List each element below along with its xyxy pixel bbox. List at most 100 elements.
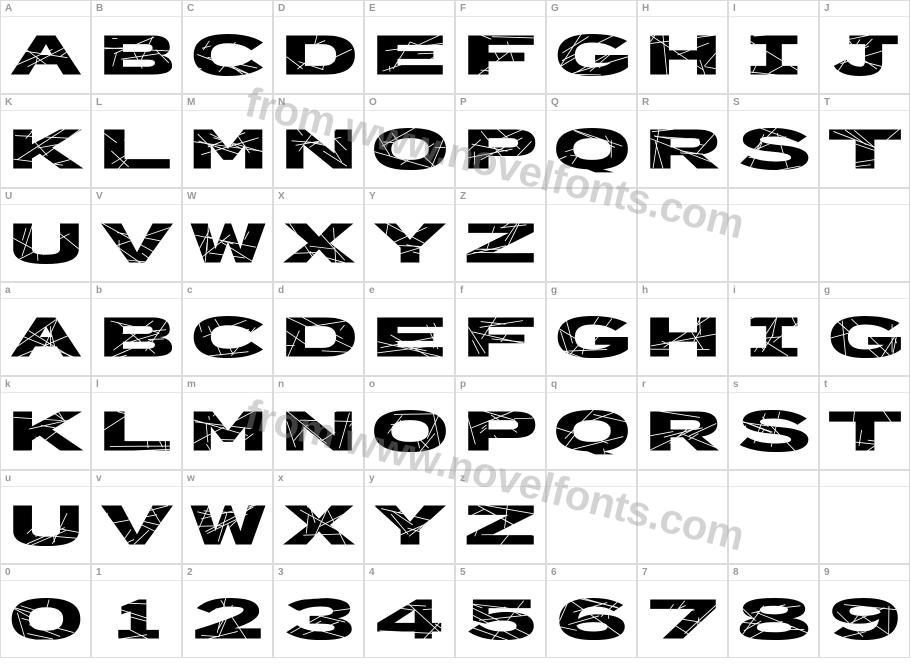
cell-glyph — [638, 17, 727, 93]
cell-glyph — [729, 17, 818, 93]
charmap-cell: U — [0, 188, 91, 282]
cell-header-label: R — [638, 95, 727, 111]
cell-header-label: H — [638, 1, 727, 17]
cell-glyph — [1, 111, 90, 187]
charmap-cell: 8 — [728, 564, 819, 658]
cell-glyph — [820, 111, 909, 187]
cell-header-label: W — [183, 189, 272, 205]
cell-glyph — [456, 393, 545, 469]
charmap-cell: g — [546, 282, 637, 376]
cell-glyph — [729, 393, 818, 469]
charmap-cell: E — [364, 0, 455, 94]
charmap-cell: Y — [364, 188, 455, 282]
cell-glyph — [274, 487, 363, 563]
cell-header-label: C — [183, 1, 272, 17]
charmap-cell: w — [182, 470, 273, 564]
cell-header-label: M — [183, 95, 272, 111]
charmap-cell: o — [364, 376, 455, 470]
cell-glyph — [92, 393, 181, 469]
charmap-cell: P — [455, 94, 546, 188]
cell-glyph — [365, 487, 454, 563]
cell-glyph — [547, 487, 636, 563]
cell-header-label: w — [183, 471, 272, 487]
cell-header-label: 3 — [274, 565, 363, 581]
cell-glyph — [183, 487, 272, 563]
cell-glyph — [638, 581, 727, 657]
cell-header-label: d — [274, 283, 363, 299]
charmap-cell — [637, 188, 728, 282]
cell-glyph — [729, 581, 818, 657]
cell-header-label: Q — [547, 95, 636, 111]
cell-header-label — [547, 471, 636, 487]
cell-glyph — [638, 111, 727, 187]
charmap-cell: 6 — [546, 564, 637, 658]
cell-header-label: K — [1, 95, 90, 111]
charmap-cell: 5 — [455, 564, 546, 658]
cell-header-label: e — [365, 283, 454, 299]
charmap-cell: h — [637, 282, 728, 376]
charmap-cell: I — [728, 0, 819, 94]
charmap-cell — [728, 188, 819, 282]
cell-header-label: m — [183, 377, 272, 393]
charmap-row: K L M N O P Q R S T — [0, 94, 911, 188]
cell-glyph — [274, 393, 363, 469]
charmap-cell: u — [0, 470, 91, 564]
charmap-cell: H — [637, 0, 728, 94]
cell-glyph — [820, 581, 909, 657]
cell-glyph — [456, 299, 545, 375]
charmap-row: u v w x y z — [0, 470, 911, 564]
cell-header-label: g — [547, 283, 636, 299]
charmap-row: 0 1 2 3 4 5 6 7 8 9 — [0, 564, 911, 658]
charmap-cell — [728, 470, 819, 564]
cell-glyph — [365, 17, 454, 93]
cell-glyph — [638, 205, 727, 281]
cell-glyph — [274, 205, 363, 281]
charmap-cell: p — [455, 376, 546, 470]
cell-glyph — [547, 17, 636, 93]
cell-header-label: A — [1, 1, 90, 17]
charmap-cell: t — [819, 376, 910, 470]
charmap-cell: x — [273, 470, 364, 564]
cell-glyph — [183, 393, 272, 469]
cell-header-label: x — [274, 471, 363, 487]
cell-header-label: a — [1, 283, 90, 299]
charmap-cell: q — [546, 376, 637, 470]
charmap-cell: g — [819, 282, 910, 376]
charmap-cell: 1 — [91, 564, 182, 658]
cell-header-label: X — [274, 189, 363, 205]
cell-glyph — [456, 205, 545, 281]
cell-glyph — [92, 17, 181, 93]
cell-glyph — [547, 581, 636, 657]
cell-header-label — [820, 189, 909, 205]
charmap-cell: l — [91, 376, 182, 470]
charmap-cell: W — [182, 188, 273, 282]
charmap-cell: m — [182, 376, 273, 470]
cell-header-label: 6 — [547, 565, 636, 581]
charmap-cell: F — [455, 0, 546, 94]
cell-glyph — [820, 393, 909, 469]
charmap-cell — [819, 188, 910, 282]
cell-header-label: 4 — [365, 565, 454, 581]
cell-header-label — [638, 189, 727, 205]
cell-glyph — [1, 17, 90, 93]
charmap-row: A B C D E F G H I J — [0, 0, 911, 94]
charmap-cell: R — [637, 94, 728, 188]
cell-glyph — [729, 205, 818, 281]
charmap-cell: O — [364, 94, 455, 188]
charmap-cell: 0 — [0, 564, 91, 658]
cell-glyph — [456, 17, 545, 93]
charmap-cell: s — [728, 376, 819, 470]
cell-header-label: 9 — [820, 565, 909, 581]
cell-header-label: 1 — [92, 565, 181, 581]
cell-header-label — [820, 471, 909, 487]
cell-glyph — [729, 111, 818, 187]
cell-glyph — [365, 299, 454, 375]
cell-glyph — [274, 581, 363, 657]
cell-header-label: E — [365, 1, 454, 17]
cell-glyph — [274, 299, 363, 375]
charmap-row: a b c d e f g h i g — [0, 282, 911, 376]
cell-header-label: J — [820, 1, 909, 17]
charmap-cell: T — [819, 94, 910, 188]
cell-glyph — [92, 111, 181, 187]
cell-glyph — [547, 205, 636, 281]
